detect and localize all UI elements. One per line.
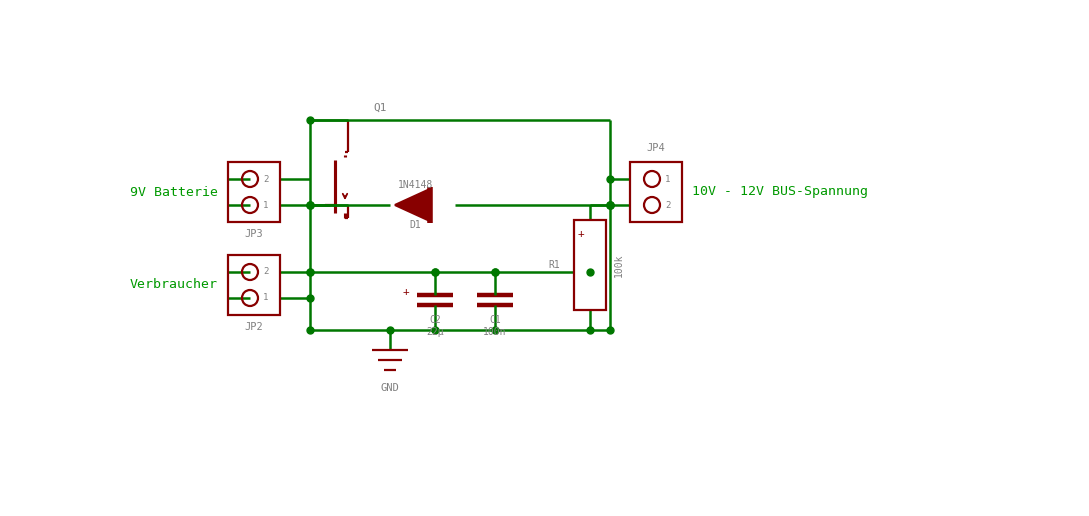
Bar bbox=[228, 255, 280, 315]
Polygon shape bbox=[395, 189, 430, 221]
Text: D1: D1 bbox=[409, 220, 420, 230]
Text: Verbraucher: Verbraucher bbox=[130, 279, 218, 292]
Text: 100n: 100n bbox=[484, 327, 506, 337]
Text: 1N4148: 1N4148 bbox=[397, 180, 432, 190]
Text: C2: C2 bbox=[429, 315, 441, 325]
Text: JP3: JP3 bbox=[245, 229, 264, 239]
Text: GND: GND bbox=[381, 383, 400, 393]
Bar bbox=[631, 162, 682, 222]
Text: 2: 2 bbox=[665, 201, 671, 209]
Text: +: + bbox=[402, 287, 409, 297]
Text: Q1: Q1 bbox=[374, 103, 387, 113]
Text: 2: 2 bbox=[264, 174, 268, 184]
Text: R1: R1 bbox=[548, 260, 560, 270]
Bar bbox=[574, 220, 605, 310]
Bar bbox=[228, 162, 280, 222]
Text: +: + bbox=[578, 229, 585, 239]
Text: 22µ: 22µ bbox=[426, 327, 444, 337]
Text: 1: 1 bbox=[264, 294, 268, 302]
Text: 1: 1 bbox=[665, 174, 671, 184]
Text: 100k: 100k bbox=[614, 253, 624, 277]
Text: JP4: JP4 bbox=[647, 143, 665, 153]
Text: 9V Batterie: 9V Batterie bbox=[130, 185, 218, 199]
Text: JP2: JP2 bbox=[245, 322, 264, 332]
Text: C1: C1 bbox=[489, 315, 501, 325]
Text: 2: 2 bbox=[264, 267, 268, 277]
Text: 1: 1 bbox=[264, 201, 268, 209]
Text: 10V - 12V BUS-Spannung: 10V - 12V BUS-Spannung bbox=[692, 185, 868, 199]
